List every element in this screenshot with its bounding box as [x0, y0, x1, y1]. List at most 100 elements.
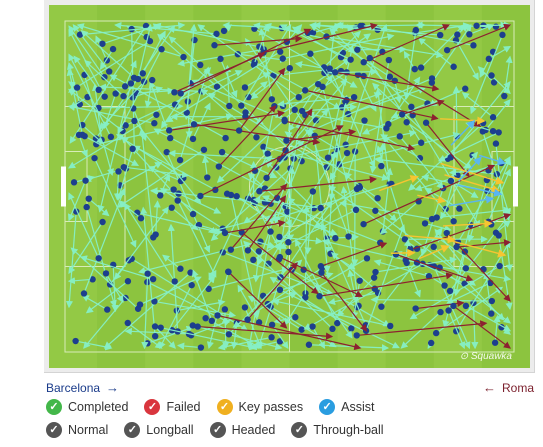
completed-pass-arrow: [330, 252, 376, 290]
pass-origin-dot: [253, 134, 260, 141]
completed-pass-arrow: [177, 200, 217, 278]
pass-origin-dot: [244, 247, 252, 254]
legend-through-ball[interactable]: ✓ Through-ball: [291, 422, 384, 438]
completed-pass-arrow: [448, 310, 466, 350]
completed-pass-arrow: [374, 156, 497, 175]
pass-origin-dot: [366, 54, 374, 62]
pass-origin-dot: [250, 256, 257, 264]
completed-pass-arrow: [431, 24, 472, 83]
pass-origin-dot: [286, 64, 293, 72]
legend-key-passes[interactable]: ✓ Key passes: [216, 399, 303, 415]
completed-pass-arrow: [345, 120, 366, 181]
pass-origin-dot: [82, 177, 89, 184]
completed-pass-arrow: [342, 92, 382, 108]
away-team[interactable]: ← Roma: [483, 380, 534, 395]
legend-headed[interactable]: ✓ Headed: [209, 422, 275, 438]
outcome-legend: ✓ Completed ✓ Failed ✓ Key passes ✓ Assi…: [46, 397, 380, 417]
pass-origin-dot: [89, 276, 96, 283]
legend-assist[interactable]: ✓ Assist: [319, 399, 374, 415]
pass-origin-dot: [345, 233, 352, 240]
completed-pass-arrow: [179, 66, 210, 161]
pass-origin-dot: [318, 269, 325, 276]
completed-pass-arrow: [176, 299, 226, 312]
completed-pass-arrow: [295, 238, 338, 324]
pass-origin-dot: [70, 179, 78, 186]
failed-pass-arrow: [356, 320, 488, 337]
completed-pass-arrow: [240, 23, 292, 106]
pass-origin-dot: [167, 134, 174, 142]
completed-pass-arrow: [200, 88, 257, 138]
pass-origin-dot: [312, 117, 320, 124]
pass-origin-dot: [222, 134, 229, 142]
pass-origin-dot: [446, 287, 454, 295]
completed-pass-arrow: [287, 166, 296, 243]
failed-pass-arrow: [286, 128, 357, 142]
completed-pass-arrow: [98, 102, 184, 110]
pass-origin-dot: [462, 85, 469, 92]
completed-pass-arrow: [67, 40, 151, 93]
legend-normal[interactable]: ✓ Normal: [46, 422, 108, 438]
pass-origin-dot: [488, 72, 495, 79]
completed-pass-arrow: [446, 282, 491, 304]
pass-origin-dot: [265, 260, 272, 267]
pass-origin-dot: [284, 208, 291, 215]
pass-origin-dot: [276, 233, 283, 241]
pass-origin-dot: [387, 322, 394, 330]
completed-pass-arrow: [247, 108, 329, 200]
completed-pass-arrow: [326, 36, 444, 59]
pass-origin-dot: [433, 214, 440, 221]
pass-origin-dot: [202, 314, 209, 322]
pass-origin-dot: [157, 192, 164, 199]
pass-origin-dot: [197, 61, 204, 69]
pass-origin-dot: [151, 120, 158, 127]
pass-origin-dot: [151, 323, 159, 330]
legend-longball[interactable]: ✓ Longball: [124, 422, 194, 438]
pass-origin-dot: [215, 163, 223, 170]
pass-origin-dot: [101, 73, 108, 81]
check-icon: ✓: [291, 422, 308, 438]
home-team[interactable]: Barcelona →: [46, 380, 119, 395]
completed-pass-arrow: [434, 228, 467, 269]
completed-pass-arrow: [279, 289, 400, 349]
assist-arrow: [478, 154, 507, 166]
completed-pass-arrow: [330, 71, 376, 168]
pass-origin-dot: [226, 102, 233, 110]
pass-origin-dot: [317, 262, 325, 270]
pass-origin-dot: [109, 45, 117, 53]
pass-origin-dot: [72, 337, 79, 345]
completed-pass-arrow: [303, 269, 353, 339]
pass-origin-dot: [466, 31, 473, 38]
completed-pass-arrow: [369, 59, 390, 174]
completed-pass-arrow: [83, 74, 115, 177]
pass-origin-dot: [361, 117, 368, 124]
completed-pass-arrow: [168, 149, 281, 160]
failed-pass-arrow: [284, 120, 416, 152]
completed-pass-arrow: [390, 103, 428, 119]
legend-completed[interactable]: ✓ Completed: [46, 399, 128, 415]
pass-origin-dot: [445, 307, 452, 314]
pass-origin-dot: [115, 168, 122, 175]
completed-pass-arrow: [243, 203, 271, 224]
arrow-right-icon: →: [106, 380, 120, 395]
pass-origin-dot: [408, 103, 415, 111]
pass-origin-dot: [492, 229, 500, 236]
pass-origin-dot: [151, 298, 158, 305]
completed-pass-arrow: [136, 87, 175, 95]
pass-origin-dot: [264, 150, 271, 157]
completed-pass-arrow: [150, 187, 174, 195]
pass-origin-dot: [279, 55, 286, 62]
pass-origin-dot: [370, 274, 378, 281]
pass-origin-dot: [350, 93, 358, 101]
pass-origin-dot: [217, 55, 224, 63]
legend-failed[interactable]: ✓ Failed: [144, 399, 201, 415]
pass-origin-dot: [437, 31, 444, 39]
pass-origin-dot: [443, 229, 450, 237]
key-pass-arrow: [379, 175, 419, 192]
pass-origin-dot: [127, 80, 135, 87]
pass-origin-dot: [385, 56, 393, 64]
completed-pass-arrow: [302, 205, 311, 298]
pass-origin-dot: [332, 235, 339, 242]
pass-origin-dot: [149, 76, 156, 84]
completed-pass-arrow: [424, 222, 452, 232]
pass-origin-dot: [171, 89, 178, 96]
